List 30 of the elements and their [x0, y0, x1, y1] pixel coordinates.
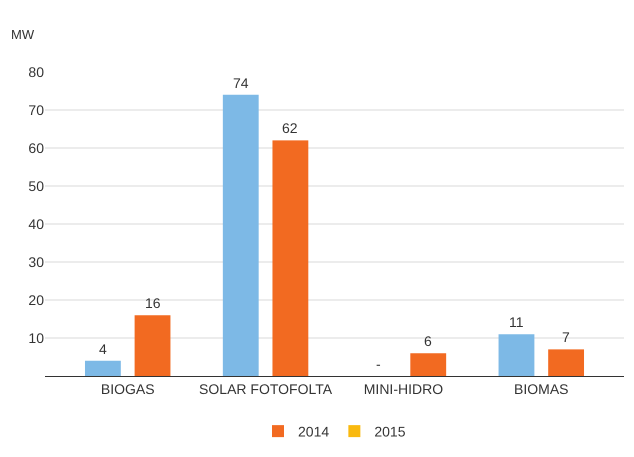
y-tick-label: 50 [28, 178, 44, 194]
data-label: 62 [282, 120, 298, 136]
y-tick-label: 10 [28, 330, 44, 346]
bar [498, 334, 534, 376]
y-tick-label: 30 [28, 254, 44, 270]
bar [84, 360, 121, 376]
x-tick-label: BIOMAS [514, 380, 569, 397]
legend-label: 2014 [298, 424, 330, 440]
text: - [376, 356, 381, 372]
y-tick-label: 80 [28, 64, 44, 80]
bar [272, 140, 308, 376]
data-label: 11 [509, 314, 524, 330]
data-label: 4 [99, 341, 107, 357]
y-tick-label: 20 [28, 292, 44, 308]
data-label: 6 [424, 333, 432, 349]
bar [134, 315, 170, 376]
x-tick-label: MINI-HIDRO [364, 380, 444, 397]
data-label: 74 [233, 75, 249, 91]
y-tick-label: 40 [28, 216, 44, 232]
y-tick-label: 70 [28, 102, 44, 118]
y-axis-title: MW [11, 27, 35, 42]
y-tick-label: 60 [28, 140, 44, 156]
bar [410, 353, 446, 376]
data-label: 16 [145, 295, 161, 311]
x-tick-label: BIOGAS [100, 380, 155, 397]
legend-label: 2015 [374, 424, 406, 440]
x-tick-label: SOLAR FOTOFOLTA [199, 380, 333, 397]
bar [222, 94, 259, 376]
data-label: 7 [562, 329, 570, 345]
bar [548, 349, 584, 376]
